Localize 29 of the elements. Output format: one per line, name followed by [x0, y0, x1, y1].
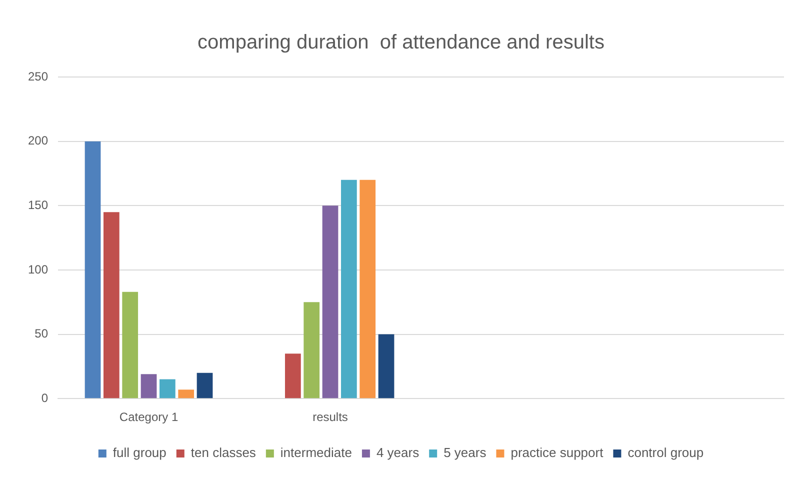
bar	[322, 206, 338, 398]
bar	[84, 141, 101, 398]
bar	[140, 374, 157, 398]
y-tick-label: 250	[28, 69, 48, 84]
chart-title: comparing duration of attendance and results	[198, 32, 604, 54]
legend-label: 5 years	[444, 445, 487, 460]
y-tick-label: 50	[34, 326, 48, 341]
bar	[341, 180, 357, 398]
legend-label: control group	[628, 445, 704, 460]
x-tick-label: Category 1	[119, 410, 178, 424]
bar	[378, 334, 394, 398]
bar	[284, 354, 301, 398]
legend-label: full group	[112, 445, 166, 460]
bar	[160, 379, 176, 398]
bar	[122, 292, 138, 398]
bar	[196, 372, 213, 398]
legend-label: intermediate	[280, 445, 352, 460]
bar	[178, 390, 194, 398]
bar	[304, 302, 320, 398]
x-tick-label: results	[312, 410, 348, 424]
y-tick-label: 0	[41, 390, 48, 405]
y-tick-label: 200	[28, 134, 48, 148]
legend-label: ten classes	[190, 445, 256, 460]
legend-label: 4 years	[376, 445, 420, 460]
bar	[104, 212, 120, 398]
y-tick-label: 100	[28, 262, 48, 276]
bar	[360, 180, 376, 398]
y-tick-label: 150	[28, 198, 48, 212]
legend-label: practice support	[510, 445, 604, 460]
